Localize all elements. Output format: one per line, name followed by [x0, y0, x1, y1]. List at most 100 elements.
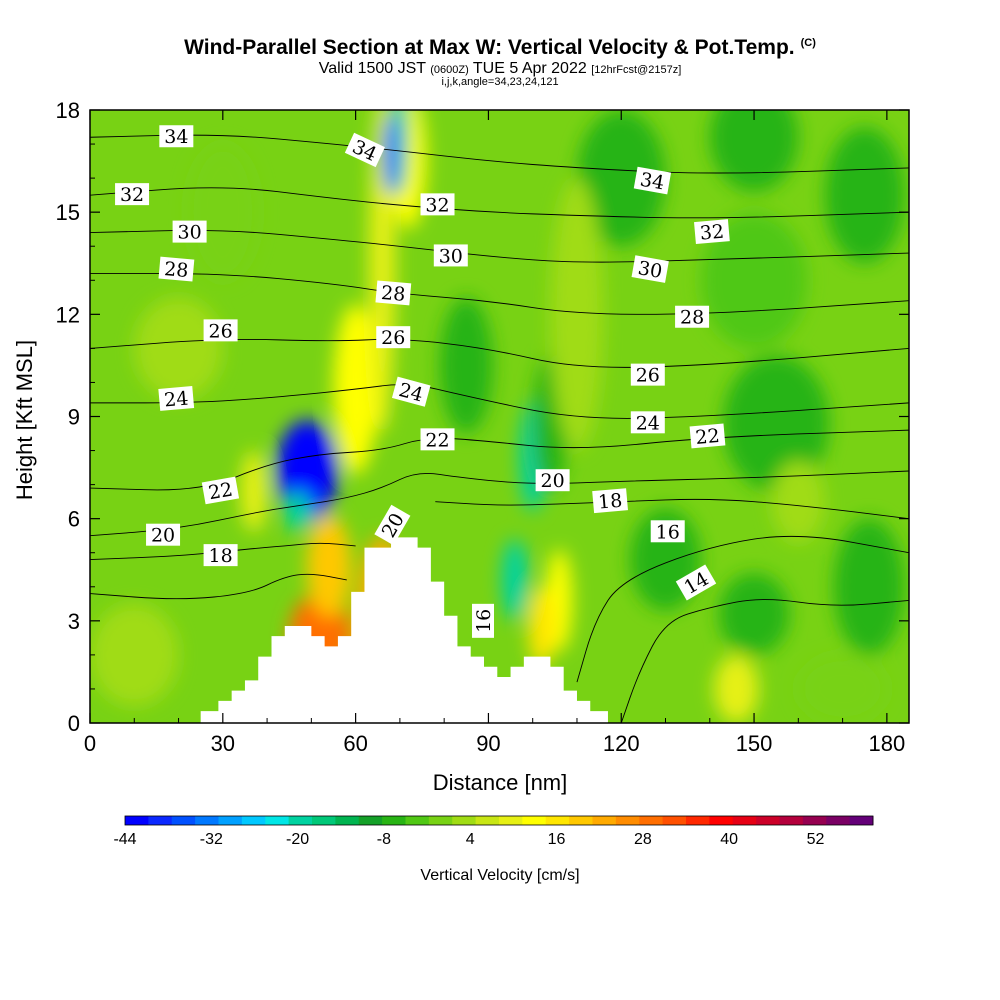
- terrain: [90, 537, 909, 723]
- colorbar-swatch: [849, 816, 874, 825]
- contour-label-24: 24: [158, 386, 195, 411]
- contour-label-box: [146, 523, 181, 546]
- colorbar-tick-label: -44: [113, 831, 136, 848]
- y-tick-label: 12: [56, 302, 80, 327]
- contour-label-18: 18: [203, 544, 238, 567]
- colorbar-swatch: [171, 816, 196, 825]
- contour-label-box: [472, 603, 495, 638]
- contour-label-text: 26: [209, 320, 233, 342]
- colorbar-tick-label: -32: [200, 831, 223, 848]
- contour-label-26: 26: [203, 319, 238, 342]
- velocity-cell-25: [134, 297, 223, 400]
- theta-contour-20: [90, 470, 909, 537]
- velocity-cell-18: [700, 212, 808, 349]
- grid-indices: i,j,k,angle=34,23,24,121: [441, 76, 559, 88]
- contour-label-text: 34: [638, 169, 666, 195]
- colorbar-swatch: [826, 816, 851, 825]
- contour-label-box: [420, 428, 455, 451]
- contour-label-text: 20: [151, 525, 175, 547]
- contour-label-text: 34: [164, 126, 188, 148]
- colorbar-tick-label: 28: [634, 831, 652, 848]
- contour-label-22: 22: [689, 423, 726, 449]
- contour-label-text: 32: [120, 184, 144, 206]
- contour-label-22: 22: [420, 428, 455, 451]
- velocity-cell-19: [723, 355, 830, 492]
- velocity-cell-24: [709, 110, 799, 192]
- velocity-cell-16: [576, 110, 666, 247]
- contour-label-box: [592, 488, 628, 514]
- colorbar-swatch: [662, 816, 687, 825]
- velocity-cell-5: [306, 515, 352, 618]
- contour-label-box: [376, 326, 411, 349]
- colorbar-swatch: [405, 816, 430, 825]
- colorbar-swatch: [312, 816, 336, 825]
- axes: 0 30 60 90 120 150 180 0 3 6 9 12 15 18: [56, 98, 909, 756]
- contour-label-text: 24: [636, 412, 660, 434]
- contour-label-box: [374, 504, 411, 546]
- valid-date: TUE 5 Apr 2022: [472, 60, 587, 77]
- contour-label-text: 16: [473, 609, 495, 633]
- contour-label-text: 30: [178, 222, 202, 244]
- contour-label-28: 28: [375, 280, 412, 306]
- contour-label-box: [115, 183, 150, 206]
- contour-label-box: [535, 469, 570, 492]
- colorbar-swatch: [802, 816, 827, 825]
- colorbar-swatch: [639, 816, 664, 825]
- colorbar-swatch: [499, 816, 523, 825]
- colorbar-tick-label: 52: [807, 831, 825, 848]
- contour-label-box: [675, 564, 717, 601]
- theta-contour-18: [90, 542, 356, 560]
- colorbar-swatch: [475, 816, 500, 825]
- contour-label-text: 26: [381, 327, 405, 349]
- colorbar-swatch: [452, 816, 477, 825]
- velocity-cell-17: [439, 297, 493, 434]
- contour-label-26: 26: [630, 363, 665, 387]
- colorbar-swatch: [756, 816, 780, 825]
- contour-label-text: 22: [207, 478, 235, 504]
- contour-label-text: 30: [636, 257, 664, 283]
- velocity-cell-30: [90, 603, 179, 706]
- contour-label-box: [391, 376, 431, 407]
- contour-label-text: 24: [163, 387, 189, 411]
- y-tick-label: 6: [68, 507, 80, 532]
- contour-label-box: [203, 544, 238, 567]
- contour-label-box: [203, 319, 238, 342]
- contour-label-text: 32: [699, 221, 725, 245]
- contour-label-text: 22: [695, 425, 721, 449]
- chart-subtitle: Valid 1500 JST (0600Z) TUE 5 Apr 2022 [1…: [0, 60, 1000, 78]
- y-tick-label: 18: [56, 98, 80, 123]
- contour-label-text: 28: [380, 282, 406, 306]
- velocity-cell-27: [240, 450, 268, 533]
- colorbar-swatch: [218, 816, 243, 825]
- colorbar-swatch: [428, 816, 453, 825]
- colorbar-swatch: [335, 816, 360, 825]
- contour-label-box: [630, 363, 665, 386]
- velocity-cell-26: [187, 144, 259, 281]
- contour-label-box: [433, 244, 468, 267]
- velocity-cell-1: [287, 440, 327, 502]
- contour-label-box: [158, 256, 195, 282]
- copyright-mark: (C): [800, 37, 816, 49]
- colorbar-swatch: [148, 816, 173, 825]
- colorbar: -44 -32 -20 -8 4 16 28 40 52: [113, 815, 874, 848]
- valid-time: Valid 1500 JST: [318, 60, 426, 77]
- colorbar-tick-label: 16: [548, 831, 566, 848]
- contour-label-28: 28: [158, 256, 195, 282]
- colorbar-tick-label: -20: [286, 831, 309, 848]
- colorbar-swatch: [241, 816, 266, 825]
- contour-label-20: 20: [535, 469, 570, 492]
- chart-title: Wind-Parallel Section at Max W: Vertical…: [0, 36, 1000, 60]
- contour-label-28: 28: [675, 305, 710, 329]
- colorbar-swatch: [382, 816, 406, 825]
- velocity-cell-28: [550, 178, 604, 451]
- colorbar-swatch: [195, 816, 219, 825]
- vertical-velocity-field: [90, 110, 909, 723]
- contour-label-box: [650, 520, 685, 543]
- colorbar-swatch: [569, 816, 593, 825]
- contour-label-text: 28: [163, 258, 189, 282]
- colorbar-swatch: [358, 816, 383, 825]
- colorbar-swatch: [709, 816, 734, 825]
- contour-label-20: 20: [146, 523, 181, 547]
- colorbar-swatch: [732, 816, 757, 825]
